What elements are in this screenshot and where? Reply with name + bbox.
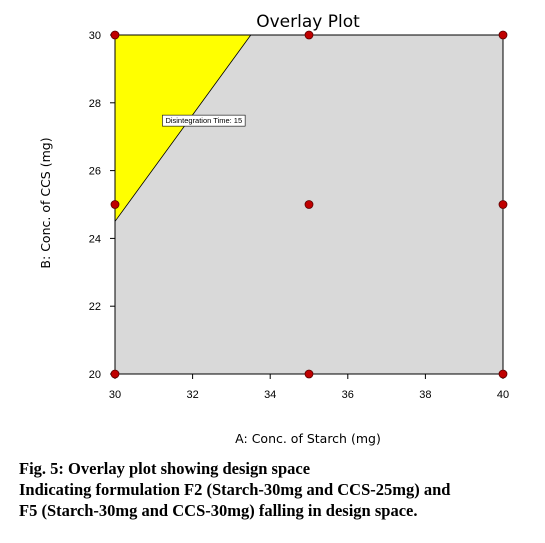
x-tick-label: 36 (342, 389, 354, 401)
caption-line-3: F5 (Starch-30mg and CCS-30mg) falling in… (19, 501, 418, 520)
y-tick-label: 24 (89, 233, 101, 245)
annotation: Disintegration Time: 15 (162, 114, 246, 127)
x-tick-label: 32 (186, 389, 198, 401)
x-tick-label: 40 (497, 389, 509, 401)
x-tick-label: 34 (264, 389, 276, 401)
design-point (304, 200, 314, 209)
annotation-text: Disintegration Time: 15 (165, 116, 242, 125)
y-tick-label: 20 (89, 369, 101, 381)
design-points (110, 30, 508, 379)
chart-title: Overlay Plot (256, 12, 360, 32)
design-point (304, 30, 314, 40)
y-tick-label: 22 (89, 301, 101, 313)
design-point (304, 369, 314, 379)
design-point (110, 369, 120, 379)
caption-line-2: Indicating formulation F2 (Starch-30mg a… (19, 480, 451, 499)
design-point (498, 369, 508, 379)
caption-line-1: Fig. 5: Overlay plot showing design spac… (19, 459, 311, 478)
design-point (110, 200, 120, 209)
y-tick-label: 30 (89, 30, 101, 42)
x-tick-label: 38 (419, 389, 431, 401)
figure-caption: Fig. 5: Overlay plot showing design spac… (19, 458, 529, 521)
y-tick-label: 28 (89, 98, 101, 110)
annotation-box (162, 114, 246, 127)
x-axis-label: A: Conc. of Starch (mg) (235, 431, 381, 446)
design-point (498, 200, 508, 209)
design-point (110, 30, 120, 40)
y-tick-label: 26 (89, 166, 101, 178)
design-point (498, 30, 508, 40)
y-axis-label: B: Conc. of CCS (mg) (38, 137, 53, 268)
overlay-plot: Overlay Plot 30 32 34 36 38 40 20 22 24 26 28 30 D… (38, 12, 509, 446)
y-axis: 20 22 24 26 28 30 (89, 30, 115, 381)
x-tick-label: 30 (109, 389, 121, 401)
